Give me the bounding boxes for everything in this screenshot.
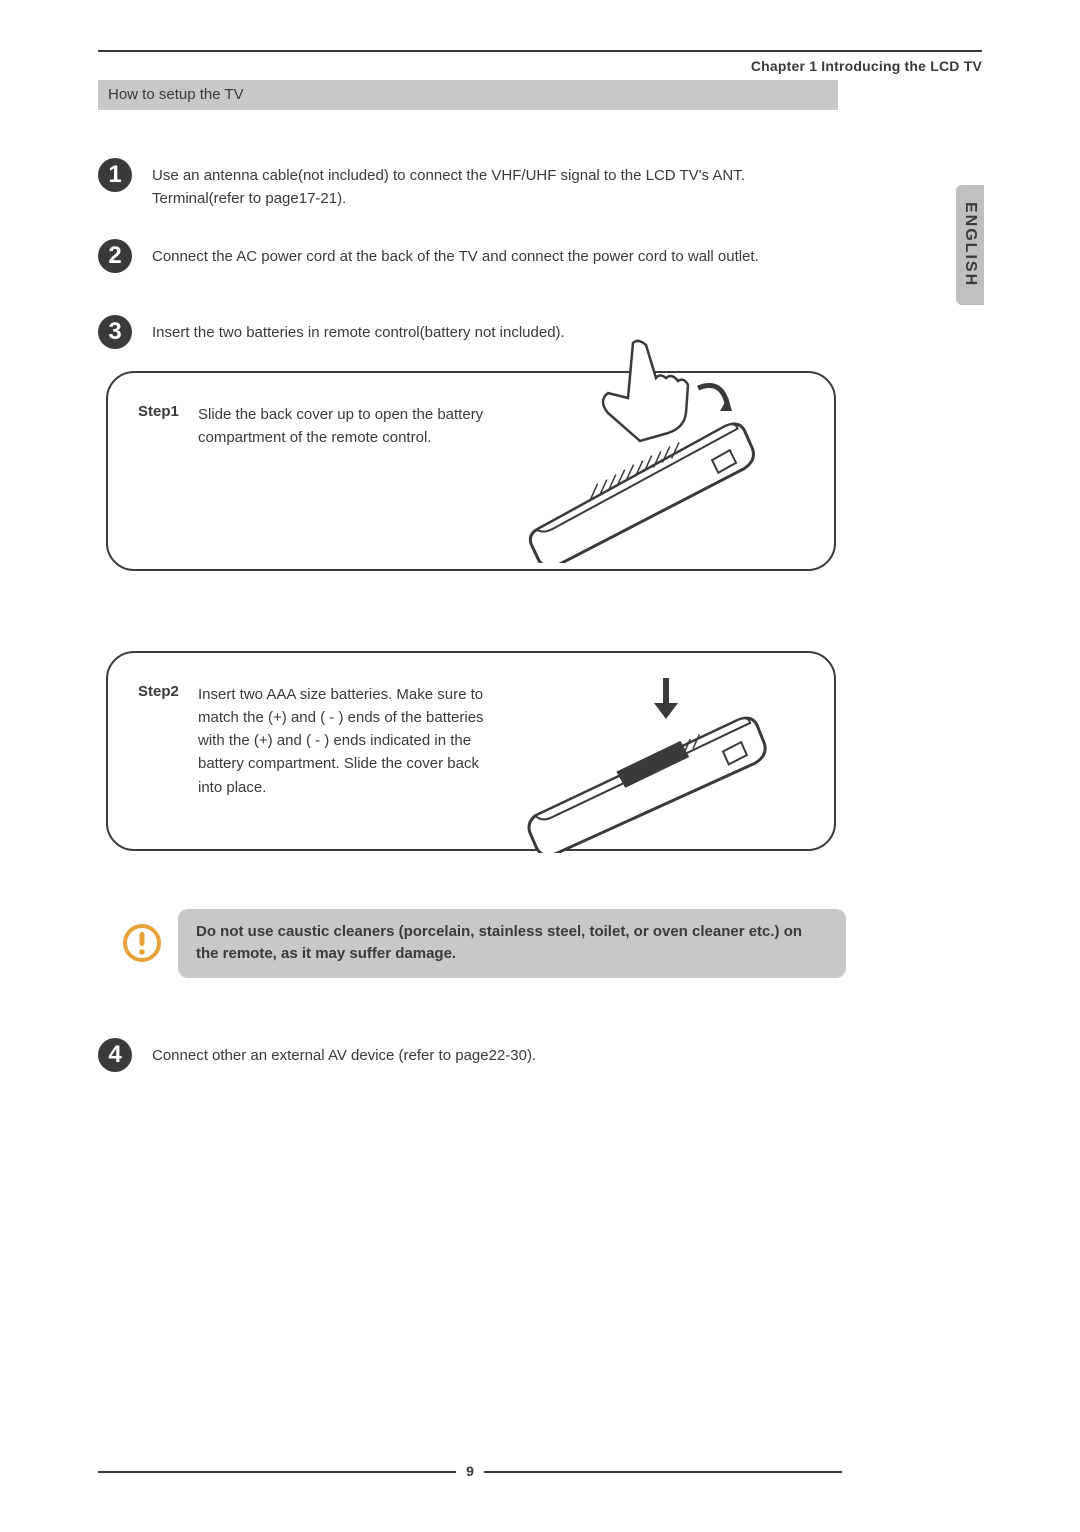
- item-2-row: 2 Connect the AC power cord at the back …: [98, 239, 838, 273]
- number-1-icon: 1: [98, 158, 132, 192]
- item-4-row: 4 Connect other an external AV device (r…: [98, 1038, 838, 1072]
- item-2-text: Connect the AC power cord at the back of…: [152, 239, 838, 268]
- footer-rule-left: [98, 1471, 456, 1473]
- remote-open-cover-illustration: [488, 333, 808, 563]
- page-footer: 9: [98, 1464, 842, 1480]
- footer-rule-right: [484, 1471, 842, 1473]
- footer-line: 9: [98, 1464, 842, 1480]
- language-tab: ENGLISH: [956, 185, 984, 305]
- step1-box: Step1 Slide the back cover up to open th…: [106, 371, 836, 571]
- item-1-row: 1 Use an antenna cable(not included) to …: [98, 158, 838, 211]
- language-tab-label: ENGLISH: [961, 202, 979, 287]
- item-1-text: Use an antenna cable(not included) to co…: [152, 158, 838, 211]
- number-3-icon: 3: [98, 315, 132, 349]
- section-title-bar: How to setup the TV: [98, 80, 838, 110]
- step2-label: Step2: [138, 683, 198, 700]
- step1-text: Slide the back cover up to open the batt…: [198, 403, 498, 450]
- caution-text: Do not use caustic cleaners (porcelain, …: [178, 909, 846, 978]
- number-2-icon: 2: [98, 239, 132, 273]
- item-4-text: Connect other an external AV device (ref…: [152, 1038, 838, 1067]
- number-4-icon: 4: [98, 1038, 132, 1072]
- chapter-label: Chapter 1 Introducing the LCD TV: [751, 58, 982, 74]
- header-rule: Chapter 1 Introducing the LCD TV: [98, 50, 982, 74]
- step1-label: Step1: [138, 403, 198, 420]
- caution-icon: [106, 909, 178, 978]
- section-title: How to setup the TV: [108, 86, 244, 103]
- step2-box: Step2 Insert two AAA size batteries. Mak…: [106, 651, 836, 851]
- remote-insert-battery-illustration: [488, 653, 808, 853]
- caution-row: Do not use caustic cleaners (porcelain, …: [106, 909, 846, 978]
- page-number: 9: [456, 1463, 484, 1479]
- step2-text: Insert two AAA size batteries. Make sure…: [198, 683, 498, 799]
- page-content: Chapter 1 Introducing the LCD TV How to …: [98, 50, 982, 1072]
